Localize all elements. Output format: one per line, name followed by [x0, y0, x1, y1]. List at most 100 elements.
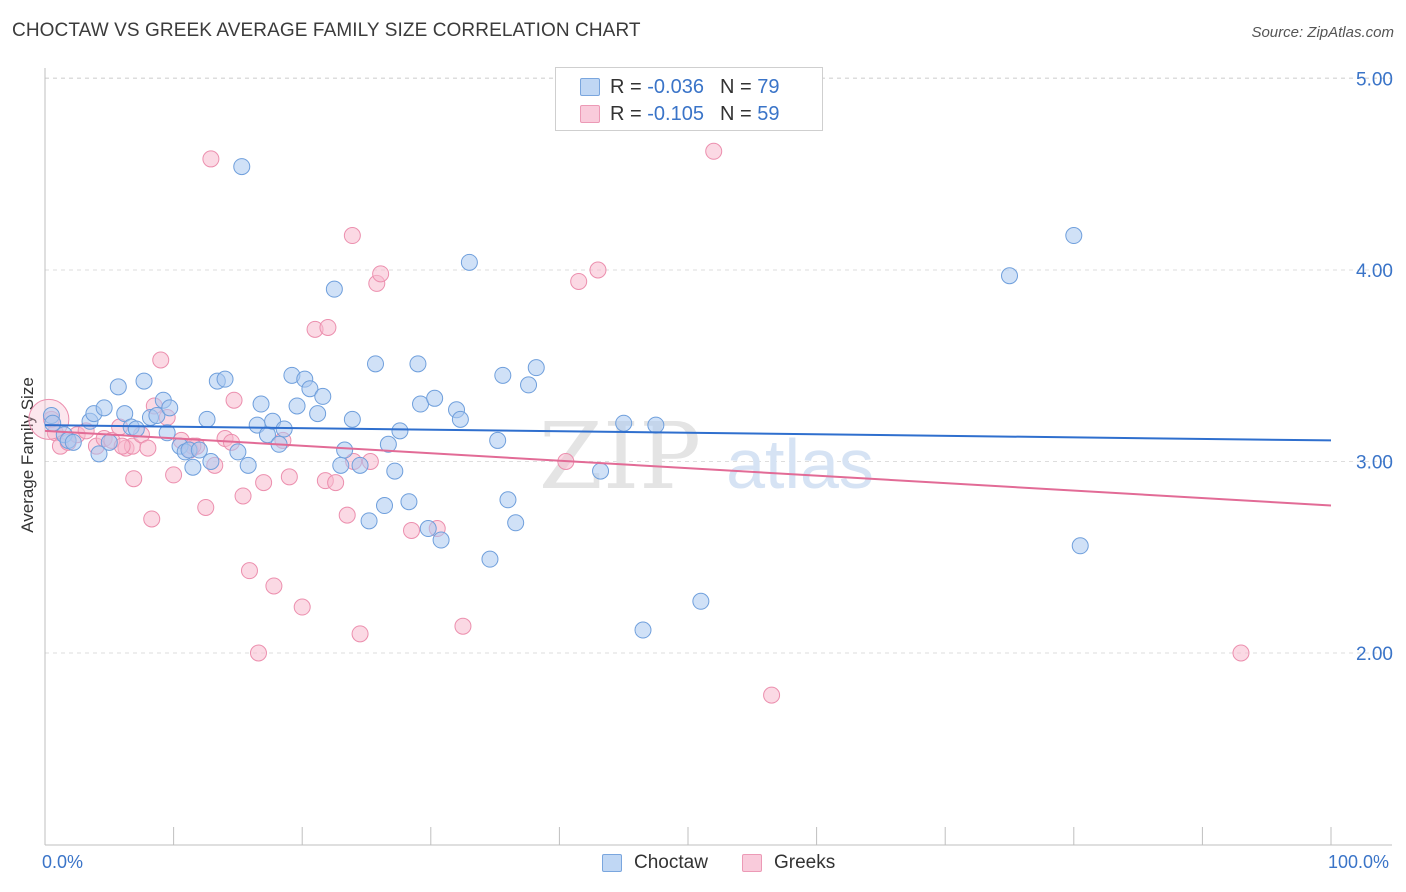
x-max-label: 100.0% [1328, 852, 1390, 872]
greeks-r-value: -0.105 [647, 102, 704, 125]
choctaw-point [148, 407, 166, 425]
choctaw-point [135, 372, 153, 390]
greeks-swatch [580, 105, 600, 123]
greeks-point [338, 506, 356, 524]
choctaw-point [692, 592, 710, 610]
choctaw-point [309, 405, 327, 423]
choctaw-point [314, 387, 332, 405]
greeks-point [152, 351, 170, 369]
y-tick-label: 5.00 [1356, 70, 1393, 91]
choctaw-point [379, 435, 397, 453]
choctaw-point [409, 355, 427, 373]
choctaw-legend-label: Choctaw [634, 852, 708, 873]
choctaw-point [100, 433, 118, 451]
greeks-n-label: N = [720, 102, 752, 125]
choctaw-point [190, 441, 208, 459]
series-legend: Choctaw Greeks [0, 852, 1406, 878]
choctaw-trend-line [44, 424, 1332, 442]
choctaw-legend-swatch [602, 854, 622, 872]
axes [44, 68, 1392, 846]
greeks-point [351, 625, 369, 643]
choctaw-point [419, 520, 437, 538]
greeks-point [343, 227, 361, 245]
choctaw-point [460, 253, 478, 271]
greeks-point [327, 474, 345, 492]
greeks-r-label: R = [610, 102, 648, 125]
greeks-point [139, 439, 157, 457]
legend-item-greeks[interactable]: Greeks [742, 852, 835, 874]
choctaw-point [400, 493, 418, 511]
choctaw-point [95, 399, 113, 417]
choctaw-point [301, 380, 319, 398]
chart-title: CHOCTAW VS GREEK AVERAGE FAMILY SIZE COR… [12, 20, 641, 41]
y-tick-label: 4.00 [1356, 261, 1393, 282]
choctaw-point [229, 443, 247, 461]
greeks-point [1232, 644, 1250, 662]
choctaw-point [376, 497, 394, 515]
choctaw-point [634, 621, 652, 639]
choctaw-point [481, 550, 499, 568]
choctaw-point [90, 445, 108, 463]
series-choctaw [42, 158, 1089, 639]
greeks-point [225, 391, 243, 409]
choctaw-point [351, 456, 369, 474]
greeks-point [319, 318, 337, 336]
greeks-point [165, 466, 183, 484]
greeks-point [372, 265, 390, 283]
choctaw-r-value: -0.036 [647, 75, 704, 98]
choctaw-point [412, 395, 430, 413]
choctaw-point [64, 433, 82, 451]
greeks-point [240, 562, 258, 580]
choctaw-swatch [580, 78, 600, 96]
choctaw-point [432, 531, 450, 549]
correlation-legend: R = -0.036 N = 79 R = -0.105 N = 59 [555, 67, 823, 131]
choctaw-point [198, 410, 216, 428]
choctaw-point [233, 158, 251, 176]
choctaw-point [592, 462, 610, 480]
choctaw-point [451, 410, 469, 428]
choctaw-point [499, 491, 517, 509]
greeks-point [249, 644, 267, 662]
greeks-point [234, 487, 252, 505]
choctaw-point [367, 355, 385, 373]
choctaw-point [386, 462, 404, 480]
choctaw-point [1001, 267, 1018, 285]
greeks-point [143, 510, 161, 528]
choctaw-point [239, 456, 257, 474]
choctaw-n-label: N = [720, 75, 752, 98]
choctaw-point [202, 453, 220, 470]
choctaw-point [507, 514, 525, 532]
choctaw-point [336, 441, 354, 459]
watermark-atlas: atlas [726, 425, 874, 503]
trend-lines [44, 424, 1332, 507]
choctaw-point [489, 431, 507, 449]
choctaw-point [252, 395, 270, 413]
choctaw-point [360, 512, 378, 530]
greeks-point [255, 474, 273, 492]
y-tick-label: 3.00 [1356, 453, 1393, 474]
x-min-label: 0.0% [42, 852, 84, 872]
choctaw-point [391, 422, 409, 440]
choctaw-point [288, 397, 306, 415]
choctaw-r-label: R = [610, 75, 648, 98]
greeks-trend-line [44, 429, 1332, 507]
choctaw-point [494, 366, 512, 384]
greeks-legend-swatch [742, 854, 762, 872]
series-greeks [28, 142, 1250, 704]
choctaw-point [527, 359, 545, 377]
choctaw-point [520, 376, 538, 394]
watermark: ZIP atlas [539, 403, 874, 510]
choctaw-point [647, 416, 665, 434]
greeks-point [280, 468, 298, 486]
choctaw-point [109, 378, 127, 396]
choctaw-point [332, 456, 350, 474]
choctaw-n-value: 79 [757, 75, 780, 98]
y-tick-labels: 2.00 3.00 4.00 5.00 [1356, 70, 1393, 666]
greeks-point [570, 272, 588, 290]
choctaw-point [1065, 227, 1083, 245]
choctaw-point [127, 420, 145, 438]
greeks-point [197, 498, 215, 516]
legend-item-choctaw[interactable]: Choctaw [602, 852, 708, 874]
choctaw-point [615, 414, 633, 432]
